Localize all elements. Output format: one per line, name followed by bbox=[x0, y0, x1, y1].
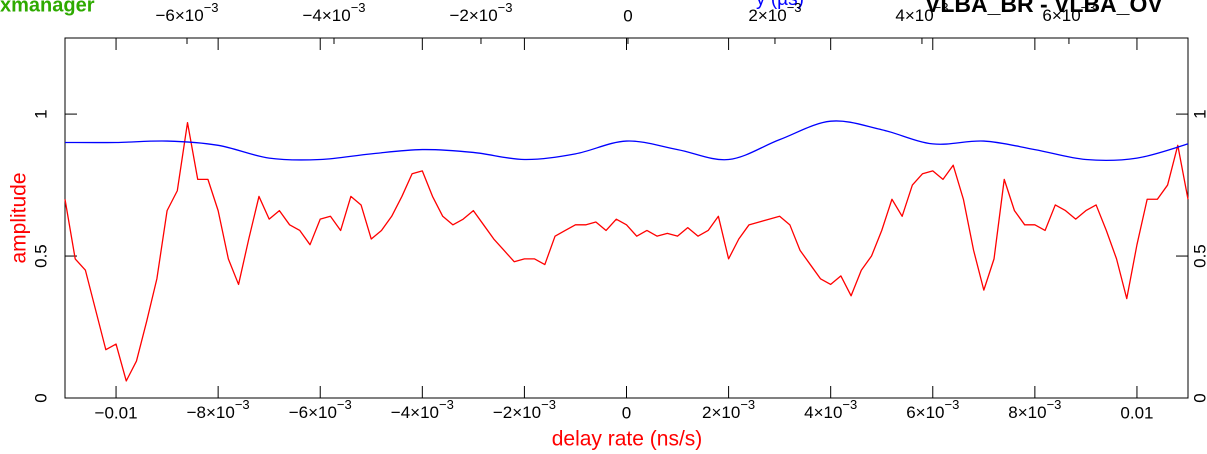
window-title: xmanager bbox=[0, 0, 95, 16]
x2-tick-label: 0 bbox=[623, 6, 632, 25]
x-tick-label: 6×10−3 bbox=[906, 397, 959, 422]
x-tick-label: −4×10−3 bbox=[391, 397, 454, 422]
x2-axis-label: y (µs) bbox=[756, 0, 804, 10]
x2-tick-label: 2×10−3 bbox=[748, 0, 801, 25]
y-tick-label: 0 bbox=[31, 393, 50, 402]
x2-tick-label: −2×10−3 bbox=[449, 0, 512, 25]
chart-title: VLBA_BR - VLBA_OV bbox=[925, 0, 1163, 17]
x-tick-label: 4×10−3 bbox=[804, 397, 857, 422]
x-tick-label: −2×10−3 bbox=[493, 397, 556, 422]
x2-tick-label: −4×10−3 bbox=[302, 0, 365, 25]
x-axis-label: delay rate (ns/s) bbox=[552, 428, 703, 451]
y-axis-label: amplitude bbox=[8, 172, 31, 263]
y-tick-label: 0.5 bbox=[31, 244, 50, 268]
x-tick-label: −8×10−3 bbox=[187, 397, 250, 422]
series-line bbox=[64, 121, 1189, 382]
x-tick-label: 0 bbox=[622, 403, 631, 422]
y-tick-label: 1 bbox=[31, 109, 50, 118]
x2-tick-label: 6×10−3 bbox=[1042, 0, 1095, 25]
x-tick-label: 0.01 bbox=[1120, 403, 1153, 422]
y2-tick-label: 0.5 bbox=[1190, 244, 1207, 268]
x2-tick-label: 4×10−3 bbox=[895, 0, 948, 25]
x-tick-label: −0.01 bbox=[95, 403, 138, 422]
x-tick-label: 2×10−3 bbox=[702, 397, 755, 422]
y2-tick-label: 0 bbox=[1190, 393, 1207, 402]
series-line bbox=[64, 120, 1189, 162]
y2-tick-label: 1 bbox=[1190, 109, 1207, 118]
x2-tick-label: −6×10−3 bbox=[155, 0, 218, 25]
x-tick-label: 8×10−3 bbox=[1008, 397, 1061, 422]
x-tick-label: −6×10−3 bbox=[289, 397, 352, 422]
